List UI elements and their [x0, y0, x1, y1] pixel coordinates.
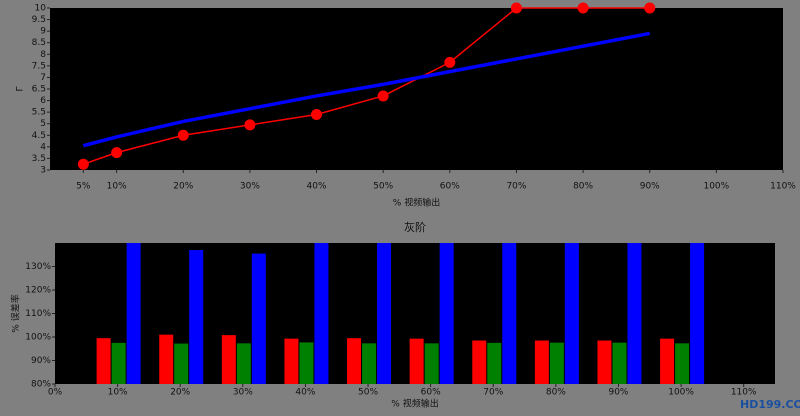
bar	[660, 338, 675, 384]
x-tick-label: 20%	[173, 182, 193, 192]
y-tick-label: 6.5	[32, 85, 46, 95]
y-axis-label: Γ	[16, 86, 26, 91]
bar	[564, 243, 579, 384]
bar	[690, 243, 705, 384]
bar	[675, 343, 690, 384]
bar	[439, 243, 454, 384]
x-tick-label: 60%	[421, 388, 441, 398]
x-tick-label: 70%	[483, 388, 503, 398]
x-tick-label: 40%	[295, 388, 315, 398]
bar	[314, 243, 329, 384]
bar	[299, 342, 314, 384]
y-tick-label: 6	[40, 96, 46, 106]
y-tick-label: 3	[40, 166, 46, 176]
x-tick-label: 60%	[440, 182, 460, 192]
x-tick-label: 110%	[731, 388, 757, 398]
x-tick-label: 70%	[506, 182, 526, 192]
watermark: HD199.COM	[740, 398, 800, 411]
y-tick-label: 4	[40, 142, 46, 152]
y-tick-label: 8.5	[32, 38, 46, 48]
y-tick-label: 130%	[25, 262, 51, 272]
data-point	[311, 108, 323, 120]
data-point	[77, 158, 89, 170]
bar	[221, 335, 236, 384]
bar	[534, 340, 549, 384]
x-tick-label: 10%	[108, 388, 128, 398]
data-point	[111, 147, 123, 159]
x-tick-label: 30%	[240, 182, 260, 192]
y-tick-label: 120%	[25, 286, 51, 296]
x-tick-label: 20%	[170, 388, 190, 398]
data-point	[577, 2, 589, 14]
y-tick-label: 9	[40, 27, 46, 37]
y-tick-label: 90%	[31, 356, 51, 366]
bar	[174, 343, 189, 384]
bar	[284, 338, 299, 384]
y-tick-label: 5	[40, 119, 46, 129]
bar	[251, 253, 266, 384]
data-point	[510, 2, 522, 14]
x-tick-label: 30%	[233, 388, 253, 398]
x-axis-label: % 视频输出	[391, 398, 438, 410]
x-tick-label: 100%	[703, 182, 729, 192]
y-tick-label: 100%	[25, 333, 51, 343]
x-tick-label: 10%	[107, 182, 127, 192]
x-tick-label: 80%	[573, 182, 593, 192]
x-tick-label: 50%	[373, 182, 393, 192]
x-tick-label: 80%	[546, 388, 566, 398]
y-tick-label: 80%	[31, 380, 51, 390]
y-tick-label: 9.5	[32, 15, 46, 25]
bar	[409, 338, 424, 384]
x-tick-label: 100%	[668, 388, 694, 398]
data-point	[177, 129, 189, 141]
bar	[597, 340, 612, 384]
bar	[549, 342, 564, 384]
data-point	[444, 56, 456, 68]
x-tick-label: 0%	[48, 388, 63, 398]
series-line	[82, 31, 651, 148]
bar	[424, 343, 439, 384]
chart-title: 灰阶	[404, 220, 426, 234]
bar	[189, 250, 204, 384]
bar	[111, 342, 126, 384]
y-tick-label: 10	[35, 4, 47, 14]
y-tick-label: 7	[40, 73, 46, 83]
bar	[126, 243, 141, 384]
bar	[236, 343, 251, 384]
bar	[627, 243, 642, 384]
series-line	[83, 7, 650, 165]
x-tick-label: 110%	[770, 182, 796, 192]
x-tick-label: 50%	[358, 388, 378, 398]
bar	[612, 342, 627, 384]
data-point	[377, 90, 389, 102]
bar	[96, 338, 111, 384]
x-tick-label: 5%	[76, 182, 91, 192]
y-tick-label: 4.5	[32, 131, 46, 141]
bar	[472, 340, 487, 384]
y-tick-label: 7.5	[32, 61, 46, 71]
data-point	[244, 119, 256, 131]
bar	[159, 334, 174, 384]
bar	[487, 342, 502, 384]
x-tick-label: 90%	[640, 182, 660, 192]
x-tick-label: 40%	[307, 182, 327, 192]
x-tick-label: 90%	[608, 388, 628, 398]
bar	[377, 243, 392, 384]
y-tick-label: 8	[40, 50, 46, 60]
bar	[362, 343, 377, 384]
plot-area	[50, 8, 783, 170]
bar	[502, 243, 517, 384]
data-point	[644, 2, 656, 14]
bar	[347, 338, 362, 384]
y-tick-label: 3.5	[32, 154, 46, 164]
x-axis-label: % 视频输出	[393, 197, 440, 209]
y-axis-label: % 误差率	[10, 294, 22, 332]
y-tick-label: 110%	[25, 309, 51, 319]
y-tick-label: 5.5	[32, 108, 46, 118]
